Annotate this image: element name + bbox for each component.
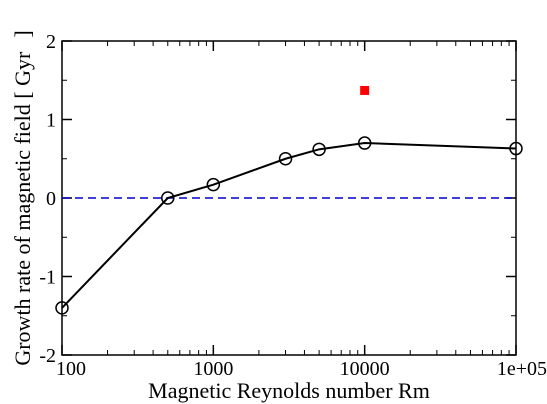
growth-rate-series-line [61, 142, 517, 309]
y-tick-label: 1 [46, 110, 56, 132]
tick-labels: 100 1000 10000 1e+05 2 1 0 -1 -2 [39, 31, 547, 380]
y-tick-label: -1 [39, 267, 56, 289]
x-tick-label: 10000 [340, 358, 390, 380]
axis-ticks [61, 40, 517, 356]
data-point [55, 301, 69, 315]
y-axis-title-main: Growth rate of magnetic field [ Gyr [10, 51, 35, 366]
red-square-point [360, 85, 370, 95]
y-tick-label: 2 [46, 31, 56, 53]
y-tick-label: -2 [39, 345, 56, 367]
data-point [278, 152, 293, 166]
data-point [161, 191, 175, 205]
x-axis-title: Magnetic Reynolds number Rm [148, 378, 430, 403]
data-point [357, 136, 372, 150]
data-point-markers [55, 85, 523, 315]
data-point [509, 141, 523, 156]
x-tick-label: 1e+05 [497, 358, 547, 380]
y-axis-title-close: ] [10, 30, 35, 37]
x-tick-label: 100 [56, 358, 86, 380]
y-axis-title: Growth rate of magnetic field [ Gyr] [10, 30, 35, 365]
x-tick-label: 1000 [193, 358, 233, 380]
y-tick-label: 0 [46, 188, 56, 210]
data-point [206, 177, 221, 192]
data-point [312, 142, 326, 157]
